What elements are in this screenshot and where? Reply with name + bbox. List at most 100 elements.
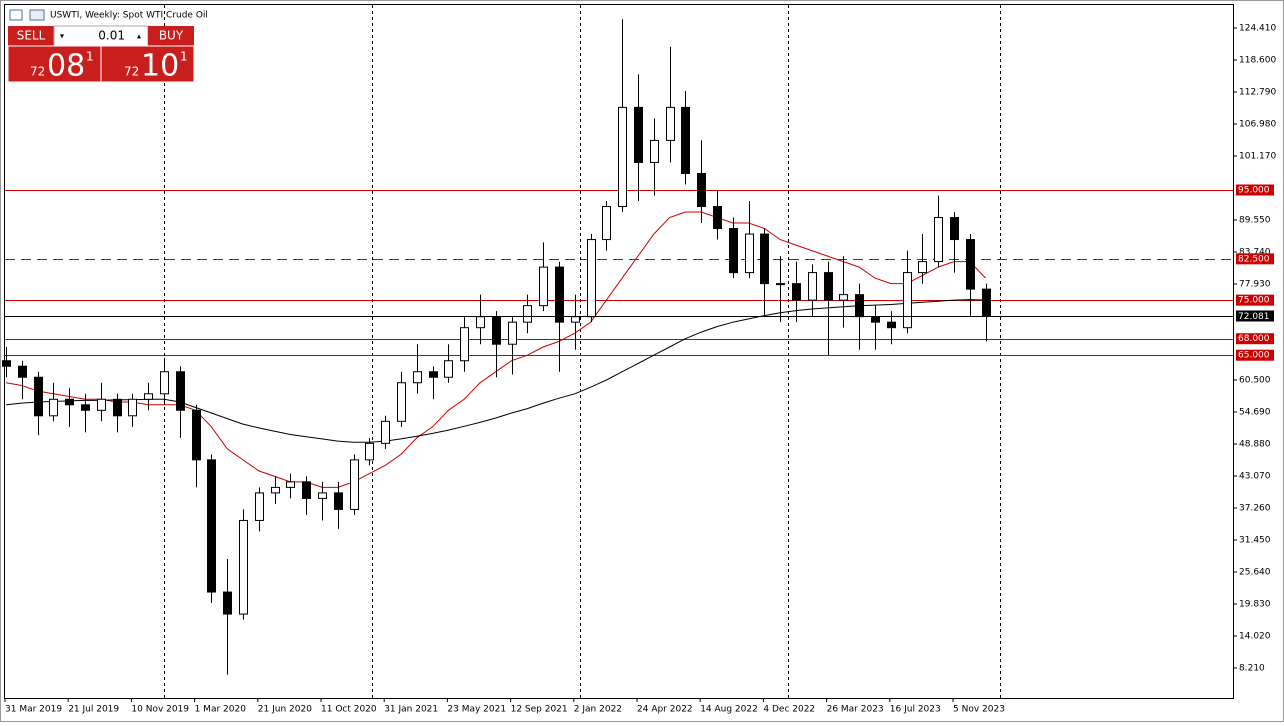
plot-area <box>4 4 1234 699</box>
y-tick-label: 8.210 <box>1239 663 1265 673</box>
candle-body <box>476 316 485 329</box>
x-tick-label: 21 Jul 2019 <box>68 705 119 715</box>
y-tick-label: 60.500 <box>1239 376 1271 386</box>
x-tick-label: 31 Jan 2021 <box>384 705 438 715</box>
candle-body <box>808 272 817 301</box>
x-tick-label: 5 Nov 2023 <box>953 705 1005 715</box>
candle-body <box>918 261 927 274</box>
candle-body <box>697 172 706 208</box>
ask-pre: 72 <box>124 65 139 79</box>
candle-body <box>508 321 517 345</box>
candle-body <box>334 492 343 510</box>
y-tick-label: 112.790 <box>1239 88 1276 98</box>
candle-body <box>824 272 833 301</box>
x-tick-label: 2 Jan 2022 <box>574 705 622 715</box>
bid-pre: 72 <box>30 65 45 79</box>
y-tick-label: 124.410 <box>1239 24 1276 34</box>
sell-button[interactable] <box>8 26 54 46</box>
candle-body <box>444 360 453 378</box>
buy-button[interactable] <box>148 26 194 46</box>
level-label: 65.000 <box>1238 351 1270 361</box>
trade-panel: SELL ▾ ▴ 0.01 BUY 72 08 1 72 10 1 <box>7 25 195 84</box>
x-tick-label: 26 Mar 2023 <box>827 705 884 715</box>
level-label: 68.000 <box>1238 334 1270 344</box>
candle-body <box>760 233 769 285</box>
x-tick-label: 31 Mar 2019 <box>5 705 62 715</box>
bid-big: 08 <box>47 49 85 84</box>
candle-body <box>903 272 912 329</box>
lot-down: ▾ <box>60 32 64 41</box>
candle-body <box>602 206 611 241</box>
candle-body <box>381 420 390 444</box>
candle-body <box>397 382 406 422</box>
lot-value: 0.01 <box>98 29 125 43</box>
level-label: 82.500 <box>1238 254 1270 264</box>
candle-body <box>18 365 27 378</box>
sell-label: SELL <box>17 29 46 43</box>
candle-body <box>634 106 643 163</box>
y-tick-label: 48.880 <box>1239 439 1271 449</box>
candle-body <box>239 519 248 615</box>
candle-body <box>65 398 74 406</box>
candle-body <box>555 266 564 323</box>
candle-body <box>650 139 659 163</box>
candle-body <box>618 106 627 208</box>
candle-body <box>966 239 975 290</box>
y-tick-label: 54.690 <box>1239 407 1271 417</box>
ask-box[interactable] <box>100 45 195 83</box>
x-tick-label: 10 Nov 2019 <box>131 705 189 715</box>
y-tick-label: 43.070 <box>1239 471 1271 481</box>
lot-up: ▴ <box>137 32 141 41</box>
candle-body <box>34 376 43 417</box>
ask-sup: 1 <box>180 50 188 64</box>
candle-body <box>871 316 880 323</box>
candle-body <box>713 206 722 230</box>
level-label-box <box>1236 253 1274 265</box>
level-label: 95.000 <box>1238 185 1270 195</box>
x-tick-label: 21 Jun 2020 <box>258 705 312 715</box>
candle-body <box>666 106 675 141</box>
candle-body <box>365 442 374 461</box>
x-tick-label: 4 Dec 2022 <box>763 705 815 715</box>
x-tick-label: 24 Apr 2022 <box>637 705 693 715</box>
candle-body <box>144 393 153 400</box>
candle-body <box>950 217 959 241</box>
candle-body <box>571 316 580 323</box>
y-tick-label: 31.450 <box>1239 535 1271 545</box>
candle-body <box>523 305 532 323</box>
candle-body <box>255 492 264 521</box>
candle-body <box>176 371 185 411</box>
candle-body <box>207 459 216 593</box>
candle-body <box>887 321 896 329</box>
y-tick-label: 37.260 <box>1239 503 1271 513</box>
header: USWTI, Weekly: Spot WTI Crude Oil <box>9 9 208 21</box>
candle-body <box>97 398 106 411</box>
y-tick-label: 101.170 <box>1239 152 1276 162</box>
x-tick-label: 16 Jul 2023 <box>890 705 941 715</box>
moving-average <box>5 299 986 443</box>
buy-label: BUY <box>159 29 184 43</box>
candle-body <box>681 106 690 174</box>
candle-body <box>81 404 90 411</box>
level-label-box <box>1236 349 1274 361</box>
bid-sup: 1 <box>86 50 94 64</box>
y-tick-label: 89.550 <box>1239 216 1271 226</box>
y-tick-label: 77.930 <box>1239 280 1271 290</box>
candle-body <box>792 283 801 301</box>
candle-body <box>934 217 943 263</box>
candle-body <box>271 486 280 494</box>
candle-body <box>318 492 327 499</box>
candle-body <box>160 371 169 395</box>
candle-body <box>729 228 738 274</box>
bid-box[interactable] <box>7 45 102 83</box>
candle-body <box>302 481 311 499</box>
y-tick-label: 25.640 <box>1239 567 1271 577</box>
candle-body <box>413 371 422 384</box>
candle-body <box>839 294 848 301</box>
x-tick-label: 23 May 2021 <box>447 705 506 715</box>
candle-body <box>350 459 359 510</box>
candle-body <box>539 266 548 307</box>
candle-body <box>286 481 295 488</box>
x-tick-label: 11 Oct 2020 <box>321 705 377 715</box>
